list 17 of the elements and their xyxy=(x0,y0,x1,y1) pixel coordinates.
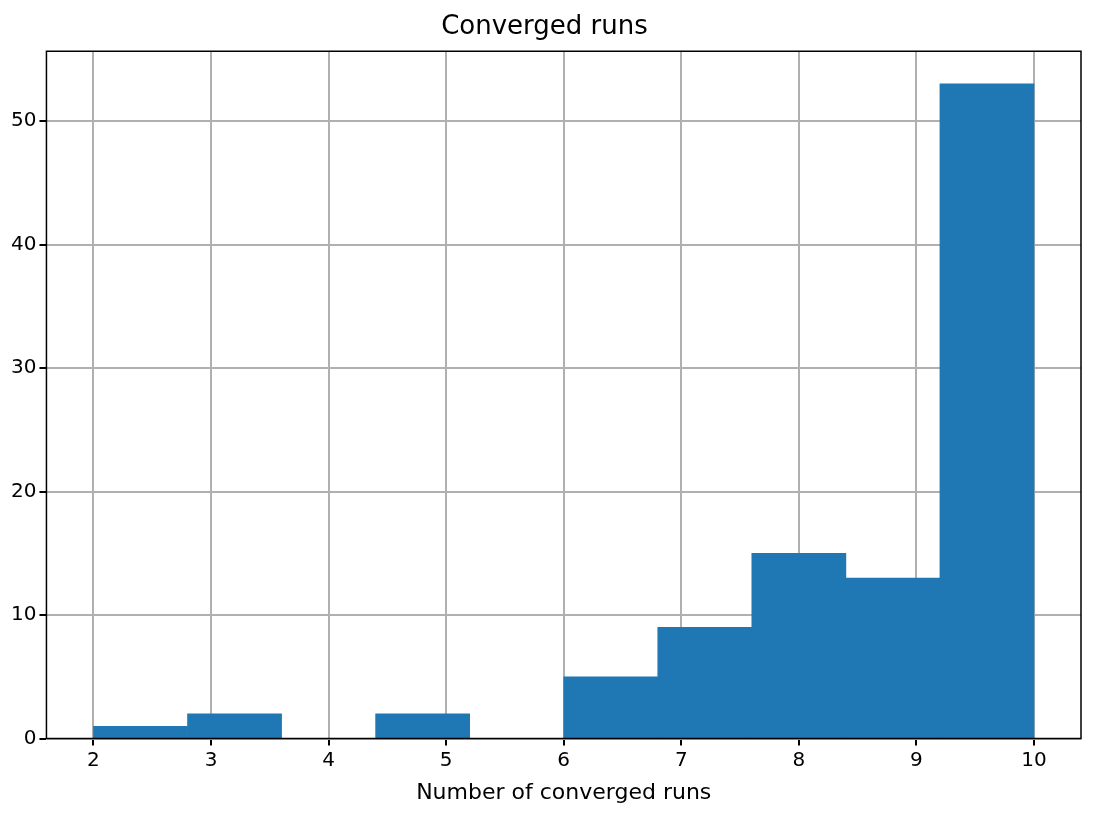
y-tick-label: 20 xyxy=(11,477,37,502)
x-tick-label: 4 xyxy=(322,746,335,771)
y-tick-label: 50 xyxy=(11,107,37,132)
y-tick-label: 30 xyxy=(11,354,37,379)
y-tick-label: 0 xyxy=(23,724,37,749)
x-tick-label: 6 xyxy=(557,746,571,771)
y-tick-label: 10 xyxy=(11,601,37,626)
x-tick-label: 3 xyxy=(204,746,218,771)
x-tick-label: 8 xyxy=(792,746,806,771)
chart-title: Converged runs xyxy=(441,10,648,41)
y-tick-label: 40 xyxy=(11,230,37,255)
x-tick-label: 7 xyxy=(674,746,688,771)
x-tick-label: 9 xyxy=(910,746,923,771)
x-tick-label: 5 xyxy=(439,746,453,771)
x-tick-label: 2 xyxy=(87,746,100,771)
x-axis-title: Number of converged runs xyxy=(416,778,712,804)
x-tick-label: 10 xyxy=(1021,746,1047,771)
